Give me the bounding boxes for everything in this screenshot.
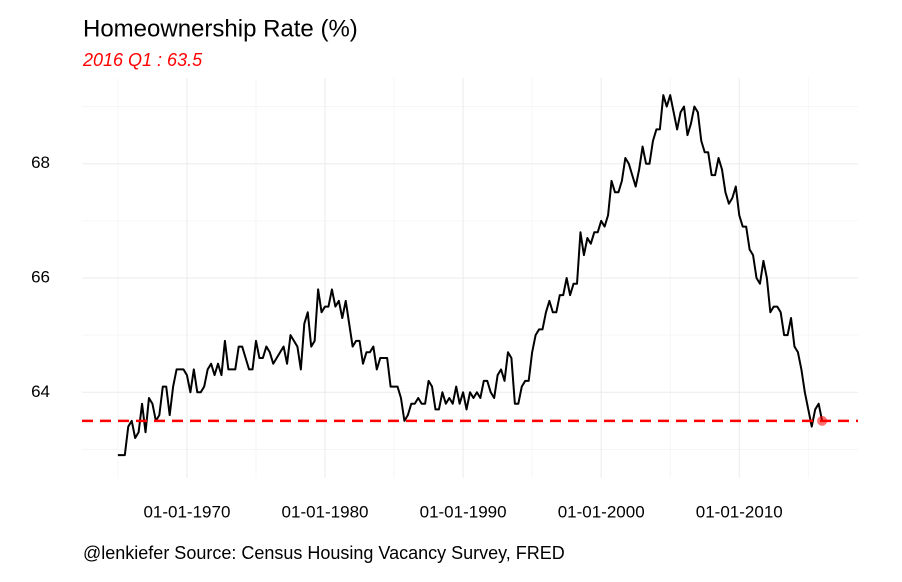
chart-subtitle: 2016 Q1 : 63.5 — [82, 50, 203, 70]
chart-title: Homeownership Rate (%) — [83, 15, 358, 42]
chart-caption: @lenkiefer Source: Census Housing Vacanc… — [83, 543, 565, 563]
x-tick-label: 01-01-1990 — [420, 502, 507, 521]
x-tick-label: 01-01-1980 — [282, 502, 369, 521]
grid: 64 66 68 01-01-1970 01-01-1980 01-01-1990 01-0… — [31, 78, 858, 521]
x-tick-label: 01-01-1970 — [143, 502, 230, 521]
y-tick-label: 68 — [31, 153, 50, 172]
data-line — [117, 94, 824, 457]
y-tick-label: 66 — [31, 267, 50, 286]
y-tick-label: 64 — [31, 382, 50, 401]
x-tick-label: 01-01-2000 — [558, 502, 645, 521]
x-tick-label: 01-01-2010 — [696, 502, 783, 521]
plot — [82, 94, 858, 457]
highlight-point — [817, 415, 828, 426]
